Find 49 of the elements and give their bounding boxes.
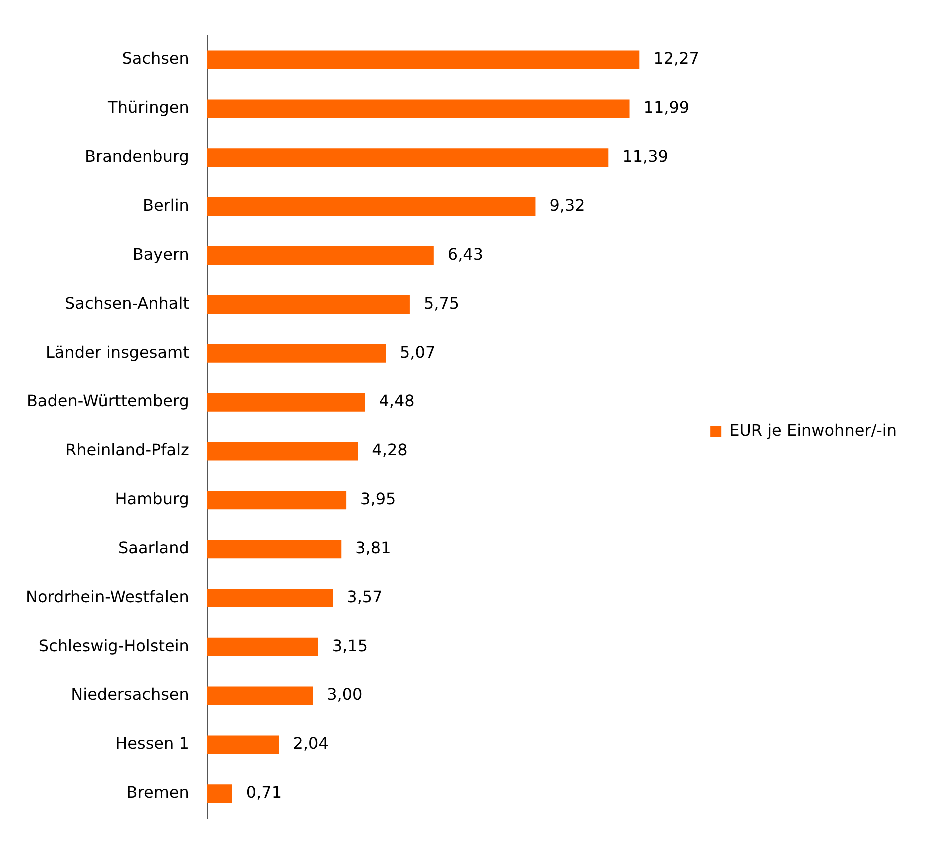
y-tick-label: Hessen 1 — [116, 734, 190, 754]
y-tick-label: Bayern — [132, 244, 190, 264]
bar — [207, 442, 358, 461]
bar — [207, 686, 314, 706]
data-label: 6,43 — [448, 244, 484, 264]
data-label: 3,57 — [347, 587, 383, 606]
data-label: 3,15 — [332, 636, 368, 656]
bar — [207, 246, 434, 266]
y-tick-label: Schleswig-Holstein — [38, 636, 190, 656]
data-label: 3,00 — [327, 685, 363, 704]
data-label: 12,27 — [654, 49, 700, 68]
y-tick-label: Sachsen — [122, 49, 190, 68]
bar — [207, 784, 232, 804]
data-label: 2,04 — [293, 734, 329, 754]
bar — [207, 148, 609, 168]
data-label: 9,32 — [550, 196, 586, 215]
bar — [207, 638, 318, 656]
y-tick-label: Baden-Württemberg — [26, 392, 190, 411]
data-label: 5,07 — [400, 342, 436, 362]
bar — [207, 198, 536, 216]
bar — [207, 344, 386, 363]
bar — [207, 393, 366, 412]
y-tick-label: Brandenburg — [85, 147, 190, 166]
bar — [207, 736, 280, 754]
y-tick-label: Bremen — [126, 783, 190, 802]
bar — [207, 100, 630, 118]
data-label: 0,71 — [246, 783, 282, 802]
data-label: 5,75 — [424, 294, 460, 313]
y-tick-label: Sachsen-Anhalt — [65, 294, 190, 313]
bar — [207, 588, 334, 608]
y-tick-label: Berlin — [142, 196, 190, 215]
data-label: 3,95 — [360, 490, 396, 509]
bar — [207, 295, 410, 314]
data-label: 4,28 — [372, 440, 408, 460]
data-label: 4,48 — [379, 392, 415, 411]
y-tick-label: Hamburg — [115, 490, 190, 509]
y-tick-label: Saarland — [118, 538, 190, 558]
bar — [207, 491, 347, 510]
y-tick-label: Nordrhein-Westfalen — [26, 587, 190, 606]
bar — [207, 540, 342, 559]
legend-label: EUR je Einwohner/-in — [730, 421, 897, 440]
y-tick-label: Niedersachsen — [71, 685, 190, 704]
data-label: 11,39 — [622, 147, 668, 166]
data-label: 3,81 — [356, 538, 392, 558]
bar — [207, 50, 640, 70]
data-label: 11,99 — [644, 98, 690, 118]
y-tick-label: Rheinland-Pfalz — [65, 440, 190, 460]
y-tick-label: Länder insgesamt — [46, 342, 190, 362]
y-tick-label: Thüringen — [107, 98, 190, 118]
